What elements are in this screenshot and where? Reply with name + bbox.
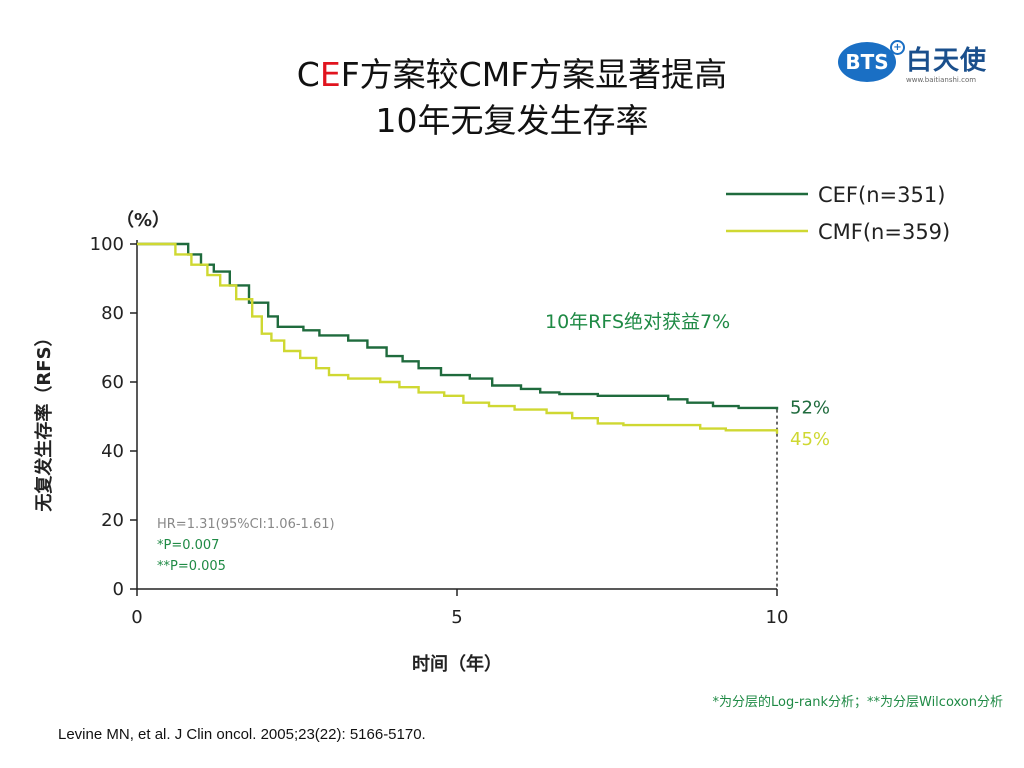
series-line-cmf: [137, 242, 779, 434]
citation: Levine MN, et al. J Clin oncol. 2005;23(…: [58, 726, 426, 743]
title-part-e-accent: E: [319, 55, 341, 94]
x-tick-label: 10: [766, 607, 789, 628]
y-tick-label: 80: [101, 303, 124, 324]
title-part-c: C: [296, 55, 320, 94]
logo-url: www.baitianshi.com: [906, 76, 977, 84]
y-tick-label: 0: [113, 579, 124, 600]
y-axis-unit: （%）: [116, 210, 170, 231]
benefit-annotation: 10年RFS绝对获益7%: [545, 311, 730, 333]
logo-badge: BTS: [838, 42, 896, 82]
x-axis-title: 时间（年）: [412, 653, 502, 675]
stats-line: *P=0.007: [157, 538, 219, 553]
end-label-cef: 52%: [790, 398, 830, 419]
y-tick-label: 60: [101, 372, 124, 393]
logo-name: 白天使: [906, 46, 988, 76]
y-axis-title: 无复发生存率（RFS）: [33, 328, 55, 511]
legend-label-cmf: CMF(n=359): [818, 220, 950, 244]
stats-line: HR=1.31(95%CI:1.06-1.61): [157, 517, 335, 532]
title-line-2: 10年无复发生存率: [375, 101, 649, 140]
y-tick-label: 100: [90, 234, 124, 255]
x-tick-label: 0: [131, 607, 142, 628]
x-tick-label: 5: [451, 607, 462, 628]
slide-title: CEF方案较CMF方案显著提高 10年无复发生存率: [0, 52, 1024, 144]
y-tick-label: 40: [101, 441, 124, 462]
stats-line: **P=0.005: [157, 559, 226, 574]
legend-label-cef: CEF(n=351): [818, 183, 945, 207]
end-label-cmf: 45%: [790, 429, 830, 450]
brand-logo: BTS + 白天使 www.baitianshi.com: [838, 38, 998, 88]
title-line-1: CEF方案较CMF方案显著提高: [0, 52, 1024, 98]
logo-cross-icon: +: [890, 40, 905, 55]
chart-footnote: *为分层的Log-rank分析；**为分层Wilcoxon分析: [713, 694, 1003, 710]
title-part-rest: F方案较CMF方案显著提高: [340, 55, 728, 94]
y-tick-label: 20: [101, 510, 124, 531]
